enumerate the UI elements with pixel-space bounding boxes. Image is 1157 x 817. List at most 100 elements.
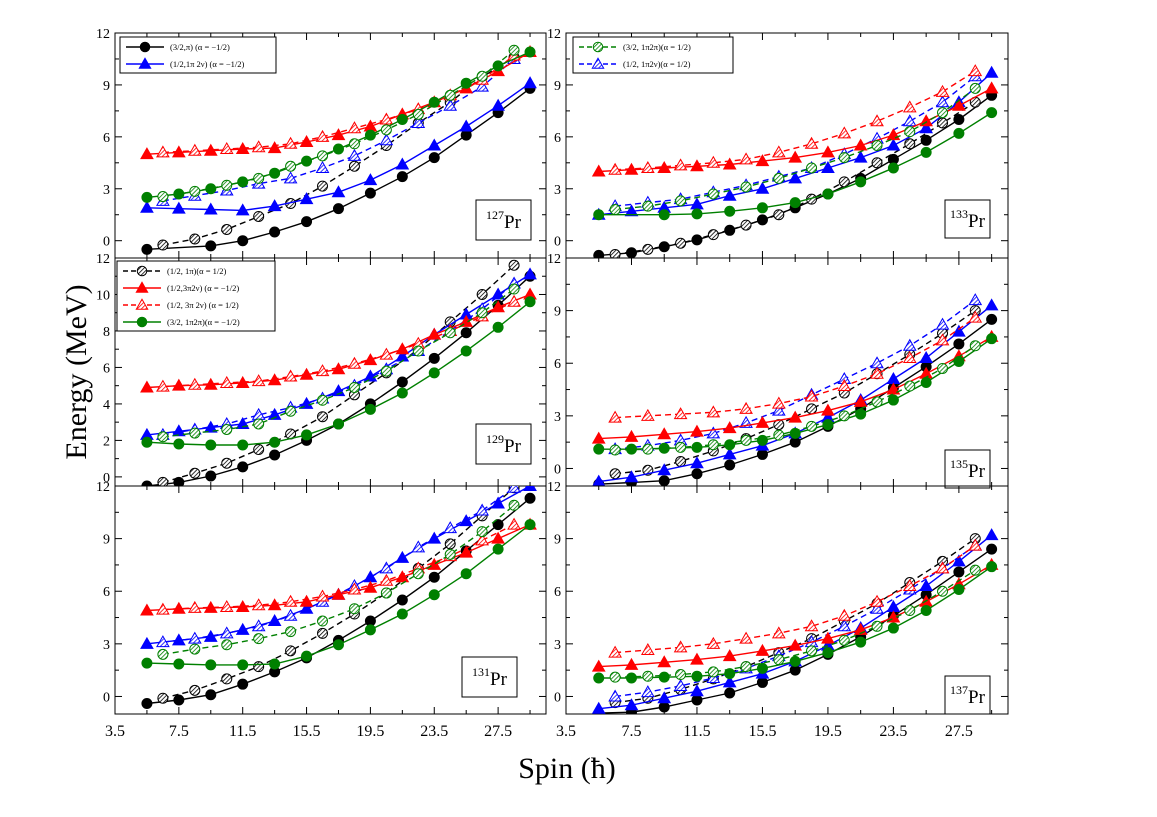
data-point-black-solid [724,224,736,236]
data-point-green-dashed [508,499,520,511]
data-point-black-solid [920,134,932,146]
data-point-green-dashed [707,439,719,451]
data-point-red-solid [363,353,378,366]
data-point-green-solid [855,176,867,188]
data-point-black-solid [332,203,344,215]
series-line-blue-dashed [615,299,976,450]
data-point-blue-dashed [443,98,458,111]
data-point-black-solid [237,235,249,247]
data-point-red-solid [299,594,314,607]
data-point-green-dashed [740,181,752,193]
data-point-red-solid [657,160,672,173]
y-tick-label: 6 [554,131,561,146]
data-point-black-solid [141,243,153,255]
data-point-red-solid [690,424,704,437]
data-point-red-dashed [968,538,983,551]
data-point-red-dashed [187,600,202,613]
data-point-green-dashed [740,434,752,446]
data-point-green-solid [364,624,376,636]
data-point-green-solid [205,439,217,451]
data-point-red-dashed [187,143,202,156]
data-point-black-dashed [609,249,621,258]
x-tick-label: 27.5 [484,723,512,740]
data-point-red-dashed [608,410,622,423]
data-point-red-dashed [315,129,330,142]
x-tick-label: 11.5 [229,723,256,740]
data-point-red-solid [491,300,505,313]
data-point-green-solid [822,647,834,659]
y-tick-label: 9 [554,533,561,548]
data-point-blue-solid [722,447,737,460]
y-tick-label: 0 [554,462,561,477]
y-tick-label: 6 [103,131,110,146]
data-point-red-solid [427,327,442,340]
data-point-blue-solid [171,201,186,214]
nucleus-label-text: 137Pr [950,683,986,708]
data-point-red-dashed [315,589,330,602]
data-point-red-dashed [219,375,234,388]
data-point-green-solid [593,672,605,684]
y-tick-label: 0 [103,471,110,486]
legend-label: (3/2, 1π2π)(α = −1/2) [167,317,240,327]
legend: (1/2, 1π)(α = 1/2) (1/2,3π2ν) (α = −1/2) (… [116,260,276,332]
data-point-red-solid [788,410,803,423]
data-point-red-dashed [706,405,721,418]
data-point-blue-dashed [640,685,655,698]
data-point-green-dashed [380,365,392,377]
y-tick-label: 0 [103,690,110,705]
nucleus-label-text: 127Pr [486,208,522,233]
data-point-green-solid [691,208,703,220]
nucleus-label-box [944,449,991,489]
data-point-red-solid [140,147,154,160]
data-point-blue-dashed [156,635,170,648]
data-point-green-solid [173,658,185,670]
data-point-red-dashed [187,377,202,390]
data-point-black-dashed [904,138,916,150]
data-point-red-dashed [608,162,622,175]
data-point-green-dashed [609,444,621,456]
y-tick-label: 0 [103,235,110,250]
data-point-red-dashed [739,152,753,165]
x-tick-label: 19.5 [814,723,842,740]
data-point-blue-dashed [837,619,852,632]
data-point-red-solid [657,655,672,668]
series-line-black-dashed [162,264,515,484]
data-point-green-dashed [508,44,520,56]
data-point-red-dashed [870,594,884,607]
data-point-green-dashed [871,620,883,632]
data-point-green-solid [658,209,670,221]
nucleus-label: 131Pr [461,656,518,698]
data-point-black-dashed [675,237,687,249]
data-point-green-dashed [412,345,424,357]
data-point-blue-dashed [379,133,394,146]
data-point-blue-solid [788,171,803,184]
y-tick-label: 9 [554,79,561,94]
legend-label: (1/2, 1π2ν)(α = 1/2) [623,59,691,69]
data-point-green-solid [460,77,472,89]
series-line-black-dashed [615,310,976,475]
y-tick-label: 12 [96,480,110,495]
data-point-green-solid [625,672,637,684]
data-point-green-dashed [806,420,818,432]
data-point-green-solid [524,296,536,308]
data-point-red-solid [984,81,999,94]
series-line-blue-solid [598,72,993,216]
nucleus-label: 135Pr [944,449,991,489]
data-point-green-solid [173,188,185,200]
legend-marker [591,57,605,69]
data-point-blue-dashed [771,403,786,416]
data-point-red-solid [171,601,186,614]
data-point-green-dashed [412,108,424,120]
data-point-green-dashed [221,179,233,191]
nucleus-label-box [944,675,991,715]
data-point-red-dashed [347,121,362,134]
data-point-green-solid [789,197,801,209]
y-tick-label: 3 [554,638,561,653]
data-point-black-solid [658,701,670,713]
data-point-green-solid [492,321,504,333]
data-point-green-dashed [348,382,360,394]
data-point-black-solid [953,114,965,126]
series-line-blue-solid [146,486,531,645]
data-point-red-solid [591,431,606,444]
